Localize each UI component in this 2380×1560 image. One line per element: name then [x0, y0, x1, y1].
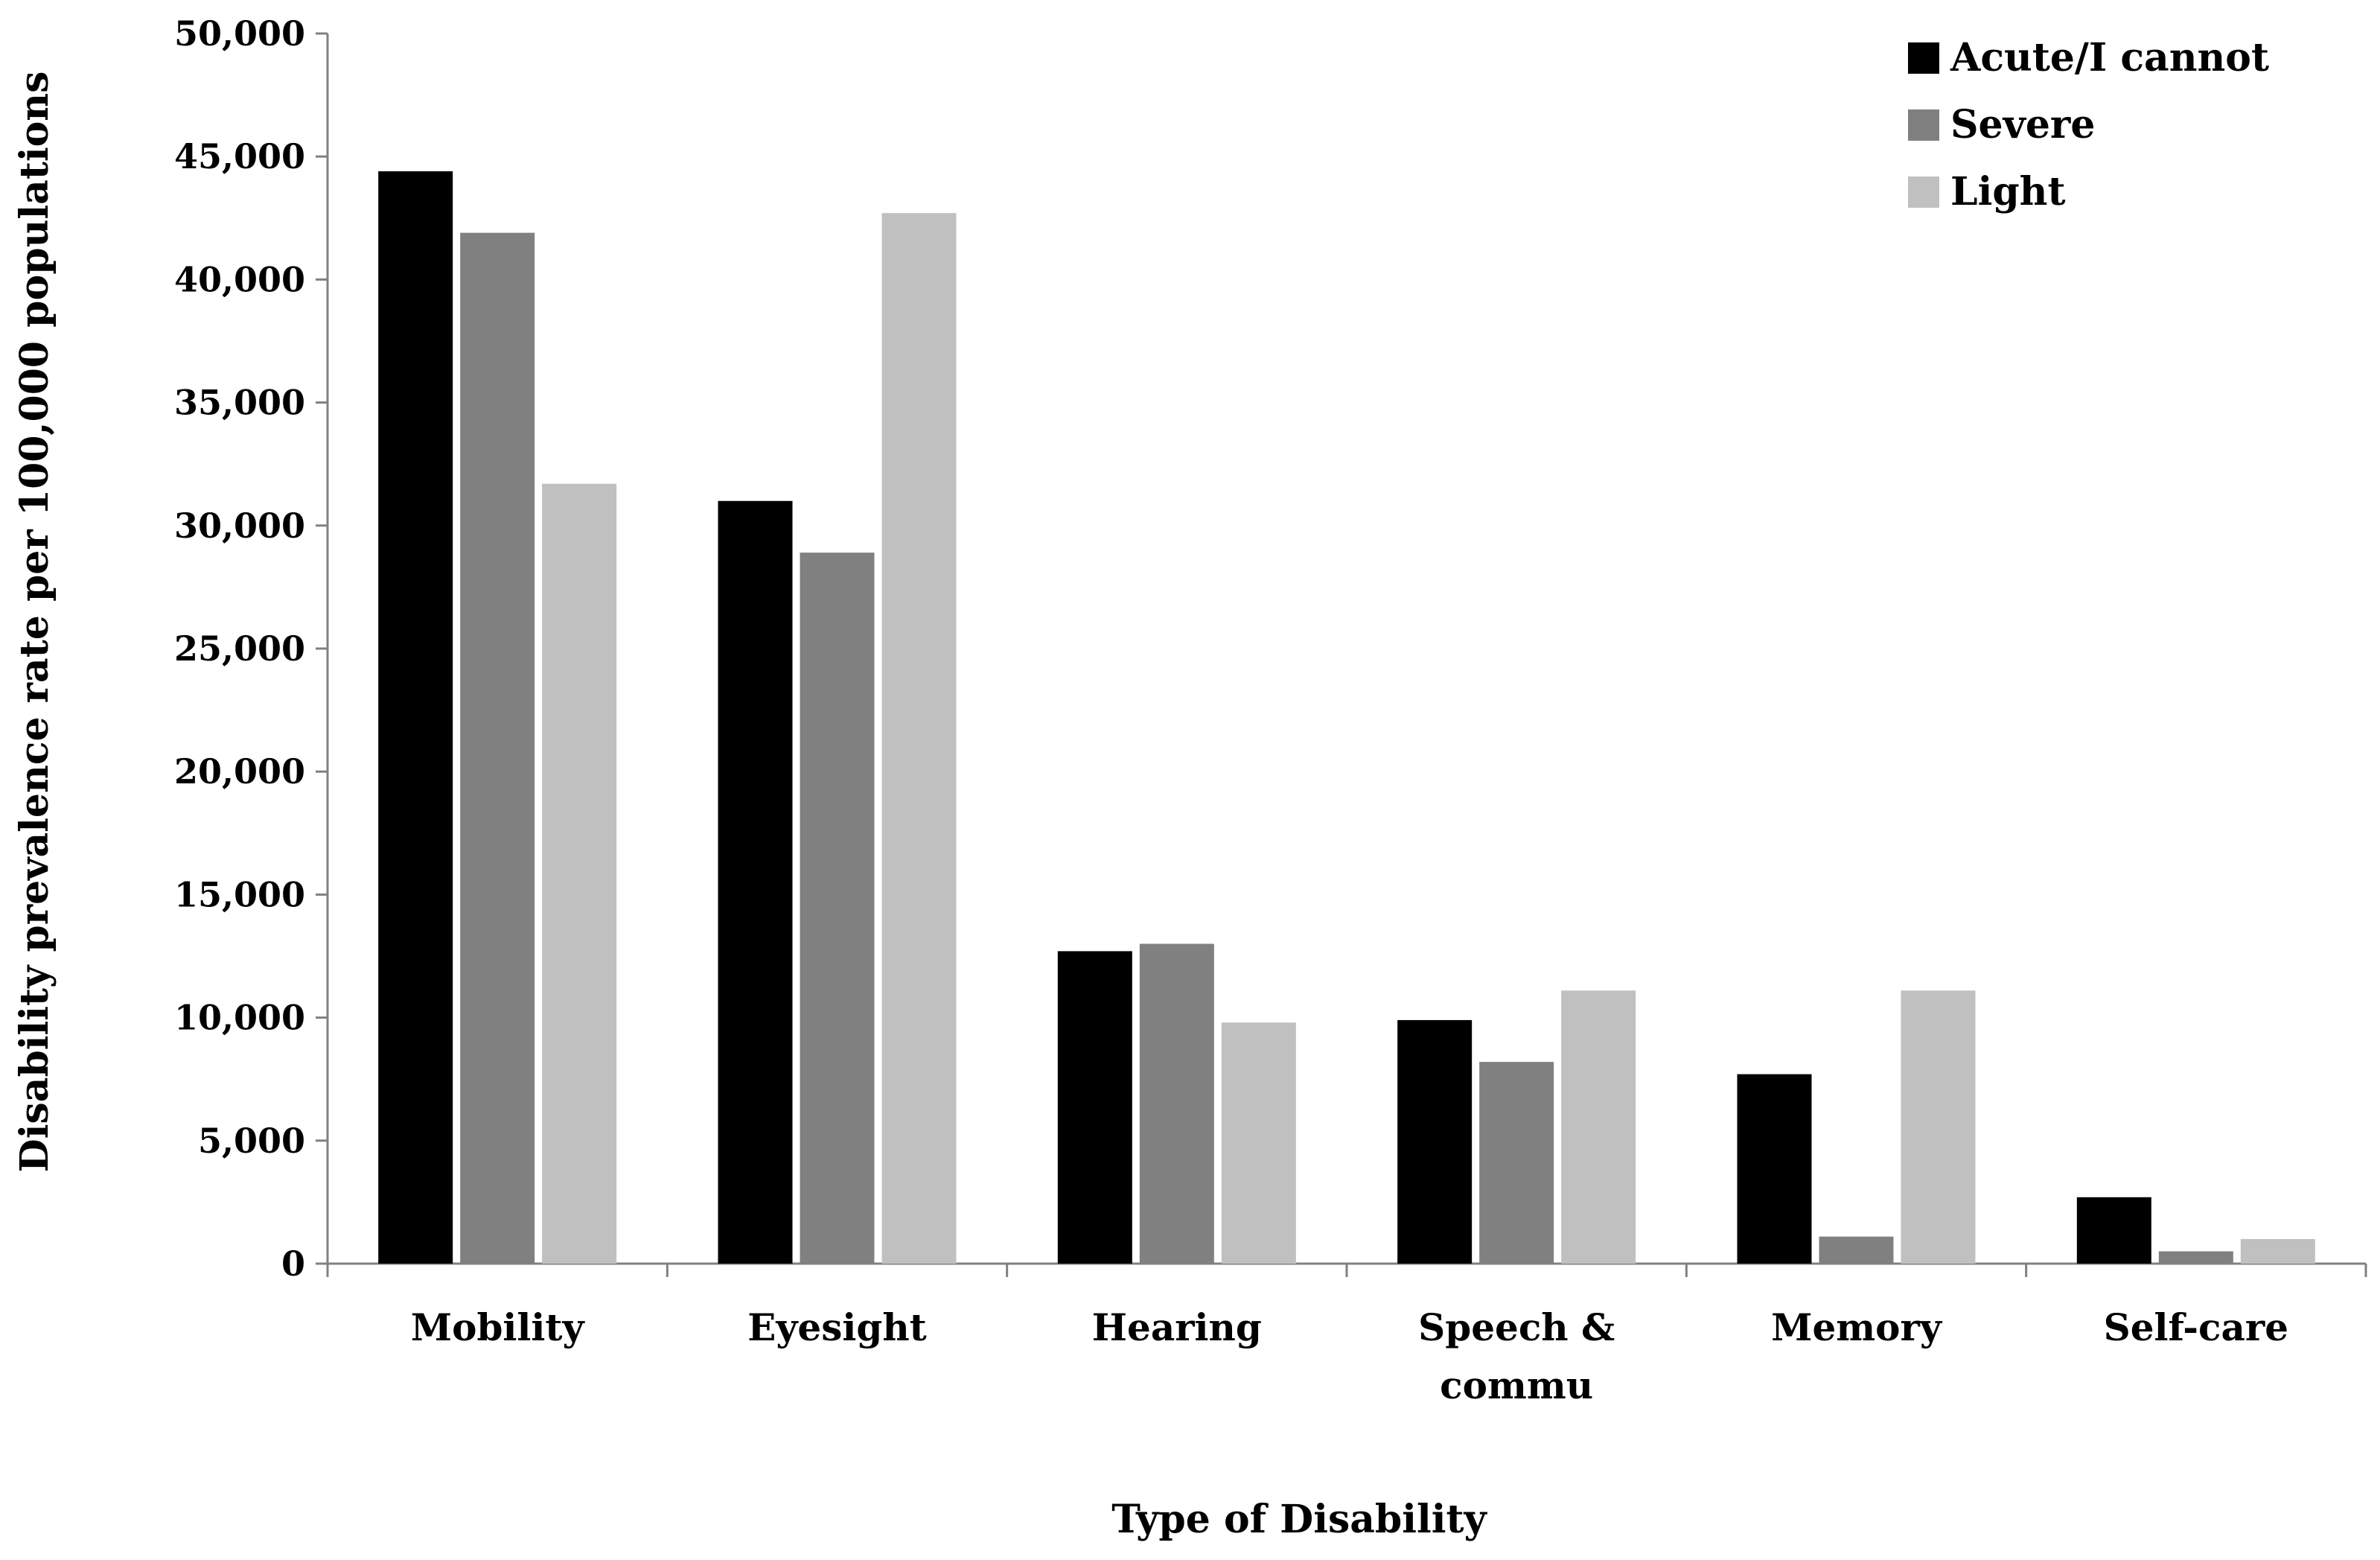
bar-acute-i-cannot: [2076, 1197, 2151, 1264]
y-axis-title: Disability prevalence rate per 100,000 p…: [12, 71, 57, 1173]
bar-light: [1901, 990, 1976, 1264]
x-category-label: Eyesight: [747, 1305, 927, 1349]
y-tick-label: 50,000: [174, 13, 305, 54]
x-axis: Mobility Eyesight Hearing Speech & commu Memo…: [326, 1262, 2367, 1407]
y-tick-label: 45,000: [174, 136, 305, 176]
y-tick-label: 20,000: [174, 751, 305, 792]
x-axis-title: Type of Disability: [1111, 1497, 1487, 1542]
bar-severe: [1479, 1062, 1554, 1264]
bar-severe: [800, 553, 875, 1264]
bar-acute-i-cannot: [718, 500, 793, 1264]
y-tick-label: 35,000: [174, 383, 305, 423]
bar-severe: [1819, 1236, 1894, 1264]
bar-light: [2240, 1238, 2315, 1264]
bar-light: [881, 213, 957, 1264]
y-tick-label: 5,000: [198, 1121, 305, 1161]
legend-swatch: [1908, 42, 1939, 74]
bar-acute-i-cannot: [1057, 951, 1132, 1264]
bars: [378, 171, 2315, 1264]
bar-acute-i-cannot: [378, 171, 453, 1264]
bar-acute-i-cannot: [1397, 1019, 1473, 1264]
legend-swatch: [1908, 109, 1939, 141]
y-axis: 0 5,000 10,000 15,000 20,000 25,000 30,000 35,0…: [174, 13, 329, 1284]
legend: Acute/I cannot Severe Light: [1908, 35, 2269, 214]
x-category-label: Mobility: [411, 1305, 586, 1349]
bar-acute-i-cannot: [1737, 1074, 1812, 1264]
x-category-label: Hearing: [1092, 1305, 1262, 1349]
bar-severe: [460, 232, 535, 1264]
x-category-label: Self-care: [2104, 1305, 2288, 1349]
legend-swatch: [1908, 176, 1939, 208]
y-tick-label: 15,000: [174, 874, 305, 914]
bar-severe: [1139, 943, 1214, 1264]
bar-light: [542, 483, 617, 1264]
y-tick-label: 40,000: [174, 259, 305, 299]
x-category-label: Speech &: [1418, 1305, 1615, 1349]
y-tick-label: 0: [281, 1244, 305, 1284]
legend-label: Light: [1950, 169, 2066, 214]
x-category-label: commu: [1440, 1363, 1593, 1407]
bar-severe: [2158, 1251, 2233, 1264]
y-tick-label: 30,000: [174, 506, 305, 546]
legend-label: Acute/I cannot: [1950, 35, 2269, 80]
bar-light: [1561, 990, 1636, 1264]
legend-label: Severe: [1950, 102, 2095, 147]
y-tick-label: 25,000: [174, 628, 305, 669]
bar-light: [1221, 1022, 1296, 1264]
y-tick-label: 10,000: [174, 998, 305, 1038]
x-category-label: Memory: [1771, 1305, 1943, 1349]
